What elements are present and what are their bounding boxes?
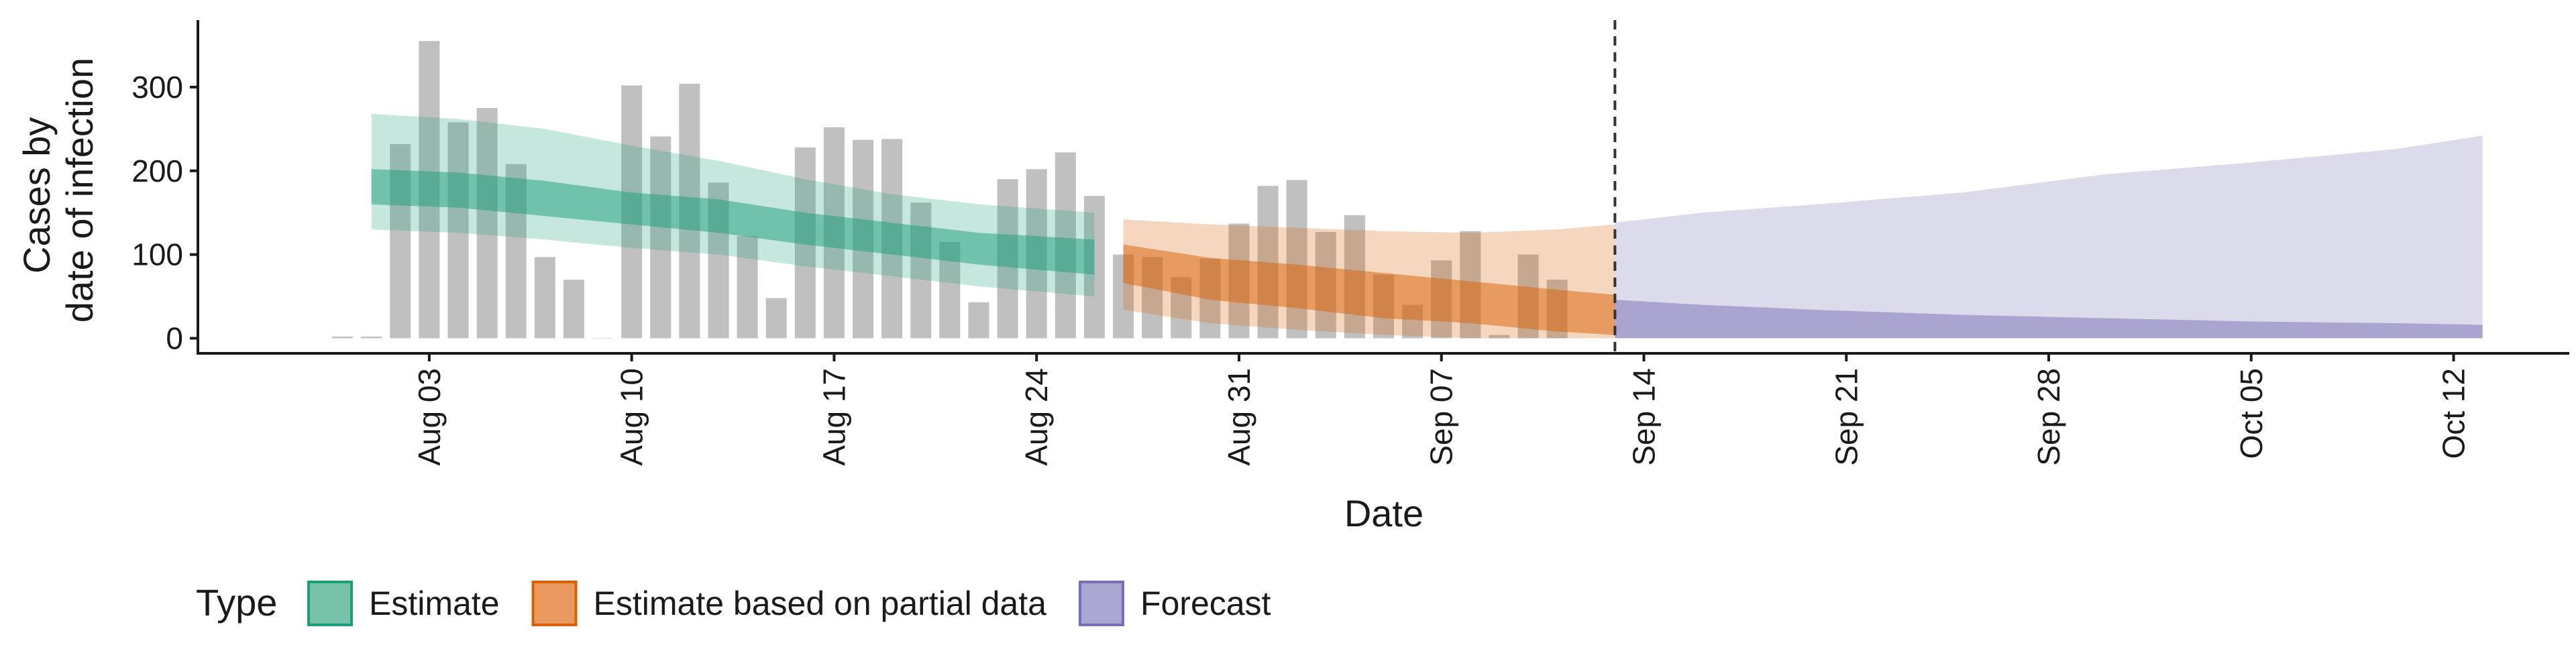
ribbon-50-2 (1615, 300, 2483, 339)
y-axis-title: Cases by date of infection (15, 58, 101, 322)
x-tick-label: Aug 10 (614, 368, 649, 466)
legend-label-0: Estimate (369, 585, 500, 622)
x-axis-title: Date (1344, 492, 1424, 534)
y-tick-label: 100 (131, 237, 183, 272)
x-tick-label: Sep 21 (1829, 368, 1864, 466)
legend-key-0 (307, 581, 353, 626)
case-bar (650, 136, 672, 339)
case-bar (332, 337, 354, 339)
x-tick-label: Aug 24 (1019, 368, 1054, 466)
axes-layer (197, 20, 2569, 355)
y-tick-label: 300 (131, 70, 183, 105)
x-tick-label: Sep 28 (2031, 368, 2066, 466)
x-tick-label: Oct 05 (2234, 368, 2269, 459)
y-tick-label: 0 (166, 321, 183, 356)
legend-label-2: Forecast (1140, 585, 1271, 622)
case-bar (765, 298, 787, 339)
case-bar (476, 108, 498, 339)
x-tick-label: Oct 12 (2436, 368, 2471, 459)
x-tick-label: Sep 14 (1626, 368, 1661, 466)
x-tick-label: Sep 07 (1424, 368, 1459, 466)
case-bar (1286, 180, 1307, 339)
case-bar (1489, 335, 1510, 339)
legend-key-1 (531, 581, 578, 626)
y-tick-label: 200 (131, 154, 183, 188)
x-tick-label: Aug 31 (1222, 368, 1256, 466)
legend-label-1: Estimate based on partial data (594, 585, 1047, 622)
case-bar (563, 280, 584, 339)
case-bar (968, 302, 989, 339)
y-ticks-layer: 0 100 200 300 (131, 70, 198, 356)
ribbons-layer (371, 113, 2483, 339)
legend: Type Estimate Estimate based on partial d… (196, 581, 1271, 626)
y-axis-title-line-2: date of infection (58, 58, 101, 322)
case-bar (447, 122, 469, 339)
ribbon-50-0 (371, 169, 1095, 275)
case-bar (534, 257, 555, 339)
ribbon-50-1 (1123, 244, 1615, 335)
x-tick-label: Aug 17 (816, 368, 851, 466)
case-bar (361, 337, 382, 339)
x-ticks-layer: Aug 03 Aug 10 Aug 17 Aug 24 Aug 31 Sep 07 Sep … (412, 353, 2471, 466)
legend-items: Estimate Estimate based on partial data Fo… (307, 581, 1271, 626)
x-tick-label: Aug 03 (412, 368, 447, 466)
legend-title: Type (196, 581, 277, 624)
y-axis-title-line-1: Cases by (15, 117, 58, 274)
case-bar (737, 236, 758, 339)
ribbon-90-2 (1615, 135, 2483, 339)
legend-key-2 (1078, 581, 1124, 626)
case-bar (910, 202, 932, 339)
